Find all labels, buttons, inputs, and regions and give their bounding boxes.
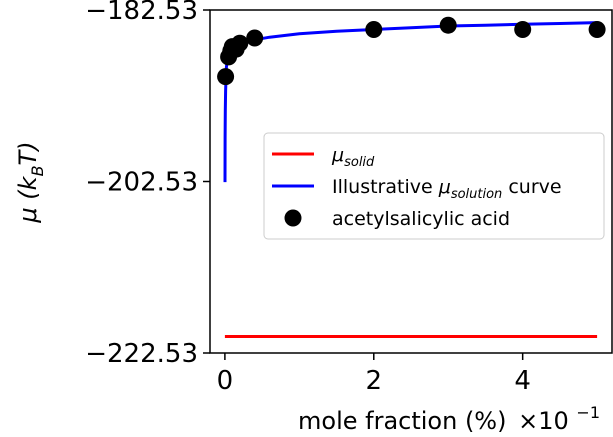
y-tick-label: −182.53 bbox=[85, 0, 198, 26]
data-point bbox=[514, 21, 532, 38]
x-axis-multiplier-exponent: −1 bbox=[576, 403, 600, 422]
x-tick-label: 2 bbox=[366, 366, 383, 396]
legend: μsolid Illustrative μsolution curve acetyl… bbox=[263, 132, 605, 240]
legend-entries: μsolid Illustrative μsolution curve acetyl… bbox=[272, 144, 562, 230]
x-axis-multiplier: ×10 bbox=[518, 407, 569, 435]
plot-area bbox=[209, 9, 613, 354]
y-axis-label: μ (kBT) bbox=[14, 141, 47, 223]
data-point bbox=[588, 21, 606, 38]
y-axis-ticks: −182.53 −202.53 −222.53 bbox=[85, 0, 210, 369]
data-point bbox=[217, 68, 235, 86]
y-axis-label-subscript: B bbox=[28, 165, 47, 176]
y-tick-label: −222.53 bbox=[85, 339, 198, 369]
legend-label: acetylsalicylic acid bbox=[332, 208, 510, 230]
legend-label: μsolid bbox=[331, 144, 375, 170]
data-layer bbox=[217, 16, 606, 338]
x-tick-label: 4 bbox=[514, 366, 531, 396]
x-axis-ticks: 0 2 4 bbox=[217, 353, 531, 396]
data-point bbox=[365, 21, 383, 38]
data-point bbox=[439, 16, 457, 34]
x-tick-label: 0 bbox=[217, 366, 234, 396]
x-axis-label: mole fraction (%) ×10 −1 bbox=[298, 403, 600, 435]
legend-box bbox=[263, 132, 605, 240]
y-tick-label: −202.53 bbox=[85, 168, 198, 198]
legend-label: Illustrative μsolution curve bbox=[332, 176, 562, 202]
data-point bbox=[231, 34, 249, 52]
legend-marker bbox=[284, 209, 302, 227]
data-point bbox=[246, 29, 264, 47]
